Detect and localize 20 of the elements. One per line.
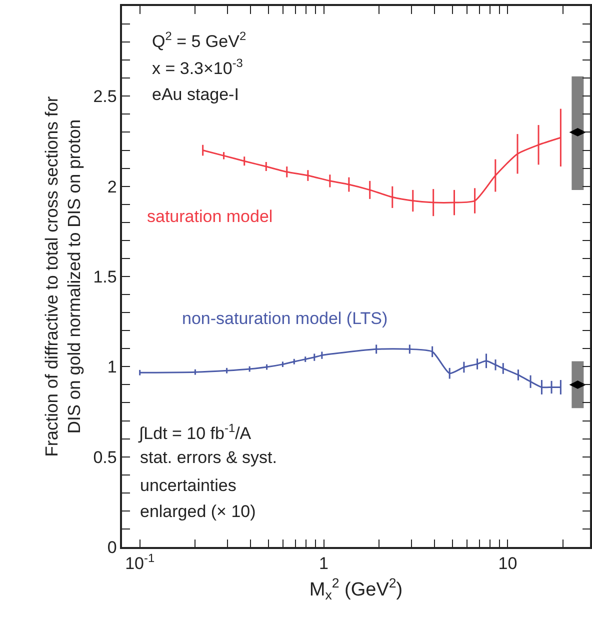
series-label: non-saturation model (LTS)	[182, 309, 388, 328]
x-tick-label: 10$^{-1}$	[125, 551, 155, 574]
y-tick-label: 1	[107, 358, 117, 377]
x-tick-label: 1	[319, 554, 329, 574]
annotation: ∫Ldt = 10 fb$^{-1}$/A	[138, 421, 252, 444]
y-tick-label: 0.5	[93, 448, 117, 467]
annotation: uncertainties	[140, 476, 236, 495]
annotation: enlarged (× 10)	[140, 502, 256, 521]
y-tick-label: 0	[107, 538, 117, 557]
annotation: Q$^{2}$ = 5 GeV$^{2}$	[152, 29, 246, 52]
x-axis-title: M$_{x}$$^{2}$ (GeV$^{2}$)	[309, 575, 403, 602]
text: saturation model	[147, 207, 273, 226]
annotation: stat. errors & syst.	[140, 448, 277, 467]
annotation: eAu stage-I	[152, 85, 239, 104]
x-tick-label: 10	[498, 554, 518, 574]
y-axis-title: Fraction of diffractive to total cross sections for DIS on gold normalized to DIS on proton	[41, 96, 84, 457]
y-tick-label: 1.5	[93, 267, 117, 286]
y-tick-label: 2.5	[93, 87, 117, 106]
annotation: x = 3.3×10$^{-3}$	[152, 56, 244, 78]
y-tick-label: 2	[107, 177, 117, 196]
